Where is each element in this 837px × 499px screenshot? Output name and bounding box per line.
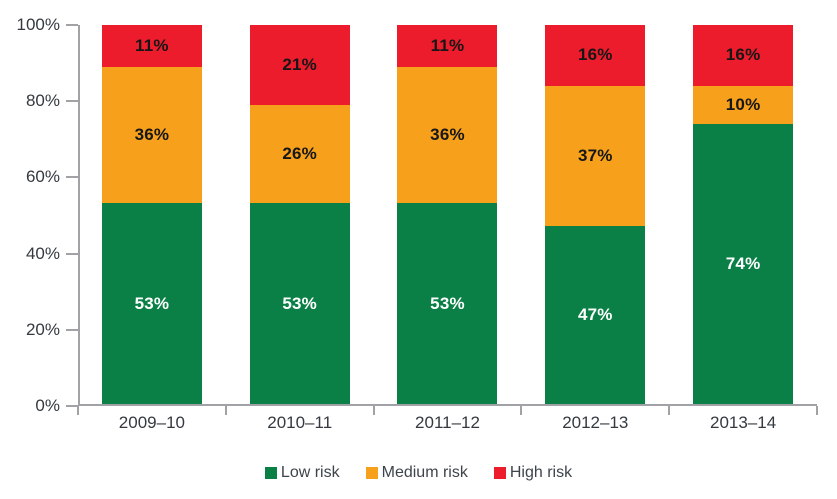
y-tick <box>66 100 78 103</box>
legend-swatch-medium-risk <box>365 467 378 479</box>
bar-slot: 47% 37% 16% <box>521 25 669 404</box>
x-category-label: 2010–11 <box>267 413 333 432</box>
y-axis-labels: 0% 20% 40% 60% 80% 100% <box>0 0 60 499</box>
segment-high-risk: 21% <box>249 25 350 105</box>
segment-medium-risk: 10% <box>693 85 794 124</box>
segment-high-risk: 16% <box>693 25 794 86</box>
legend-item-high-risk: High risk <box>493 464 573 482</box>
x-tick <box>668 406 671 415</box>
y-tick <box>66 328 78 331</box>
bar-slot: 53% 36% 11% <box>78 25 226 404</box>
y-axis-line <box>78 25 80 406</box>
bar-2010–11: 53% 26% 21% <box>249 25 350 404</box>
x-tick <box>372 406 375 415</box>
segment-value-label: 74% <box>725 253 761 273</box>
segment-value-label: 16% <box>577 45 613 65</box>
segment-medium-risk: 26% <box>249 104 350 204</box>
bars: 53% 36% 11% 53% 26% 21% 53% 36% 11% 47% 37% 16% 74% 1… <box>78 25 817 404</box>
x-tick <box>77 406 79 415</box>
bar-2013–14: 74% 10% 16% <box>693 25 794 404</box>
y-tick-label: 60% <box>25 167 60 187</box>
y-tick <box>66 176 78 179</box>
legend-item-medium-risk: Medium risk <box>365 464 468 482</box>
segment-value-label: 53% <box>430 293 465 313</box>
x-axis-labels: 2009–10 2010–11 2011–12 2012–13 2013–14 <box>78 413 817 433</box>
legend-swatch-low-risk <box>264 467 277 479</box>
plot-area: 53% 36% 11% 53% 26% 21% 53% 36% 11% 47% 37% 16% 74% 1… <box>66 24 818 415</box>
y-tick <box>66 405 78 407</box>
bar-2011–12: 53% 36% 11% <box>397 25 498 404</box>
y-tick-label: 40% <box>25 243 60 263</box>
y-tick-label: 20% <box>25 319 60 339</box>
segment-value-label: 36% <box>430 124 465 144</box>
x-category-label: 2012–13 <box>562 413 629 432</box>
bar-slot: 53% 26% 21% <box>226 25 374 404</box>
legend-label: High risk <box>509 464 573 481</box>
bar-2009–10: 53% 36% 11% <box>101 25 202 404</box>
segment-low-risk: 53% <box>249 203 350 404</box>
segment-value-label: 11% <box>430 35 465 55</box>
segment-value-label: 10% <box>725 94 761 114</box>
segment-medium-risk: 36% <box>101 66 202 204</box>
y-tick-label: 0% <box>35 396 60 415</box>
legend-item-low-risk: Low risk <box>264 464 340 482</box>
legend-label: Medium risk <box>381 464 468 481</box>
segment-high-risk: 11% <box>397 25 498 67</box>
segment-value-label: 11% <box>135 35 169 55</box>
legend: Low risk Medium risk High risk <box>0 464 837 482</box>
y-tick-label: 80% <box>25 91 60 111</box>
segment-high-risk: 16% <box>545 25 646 86</box>
bar-slot: 74% 10% 16% <box>669 25 817 404</box>
segment-value-label: 21% <box>282 54 317 74</box>
segment-low-risk: 47% <box>545 225 646 404</box>
x-category-label: 2009–10 <box>118 413 185 432</box>
bar-slot: 53% 36% 11% <box>374 25 522 404</box>
x-tick <box>816 406 818 415</box>
x-category-label: 2013–14 <box>709 413 777 432</box>
segment-value-label: 36% <box>134 124 170 144</box>
y-tick <box>66 24 78 26</box>
segment-medium-risk: 37% <box>545 85 646 226</box>
segment-value-label: 53% <box>134 293 170 313</box>
segment-value-label: 47% <box>577 304 613 324</box>
segment-low-risk: 74% <box>693 123 794 404</box>
x-tick <box>520 406 523 415</box>
bar-2012–13: 47% 37% 16% <box>545 25 646 404</box>
segment-low-risk: 53% <box>397 203 498 404</box>
x-axis-line <box>78 404 817 406</box>
segment-value-label: 53% <box>282 293 317 313</box>
segment-value-label: 37% <box>577 145 613 165</box>
legend-label: Low risk <box>280 464 340 481</box>
segment-value-label: 16% <box>725 45 761 65</box>
y-tick-label: 100% <box>16 15 60 34</box>
y-tick <box>66 252 78 255</box>
x-tick <box>224 406 227 415</box>
segment-value-label: 26% <box>282 143 317 163</box>
x-category-label: 2011–12 <box>415 413 480 432</box>
segment-high-risk: 11% <box>101 25 202 67</box>
segment-medium-risk: 36% <box>397 66 498 204</box>
legend-swatch-high-risk <box>493 467 506 479</box>
segment-low-risk: 53% <box>101 203 202 404</box>
